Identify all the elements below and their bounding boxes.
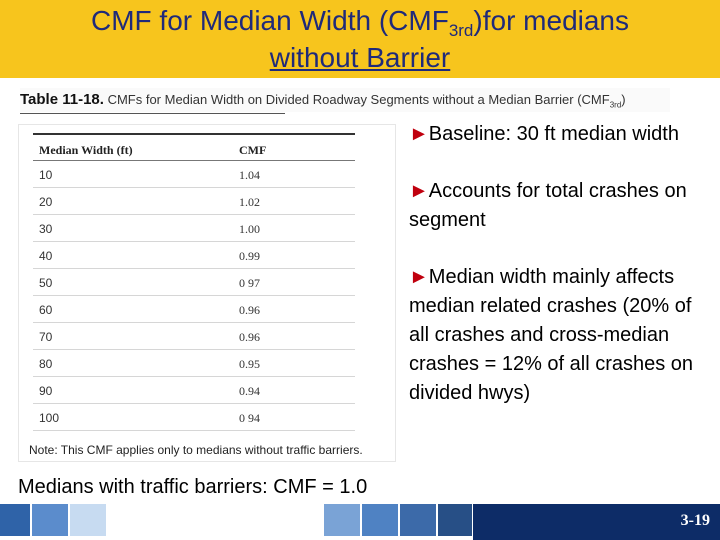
table-row: 100 0 94 xyxy=(33,404,355,431)
header-median-width: Median Width (ft) xyxy=(39,143,133,157)
bullet-list: ►Baseline: 30 ft median width ►Accounts … xyxy=(409,120,709,436)
barrier-note: Medians with traffic barriers: CMF = 1.0 xyxy=(18,476,368,498)
cell-cmf: 0.96 xyxy=(239,330,260,344)
cell-median-width: 80 xyxy=(39,357,53,371)
table-caption: Table 11-18. CMFs for Median Width on Di… xyxy=(20,88,670,112)
table-row: 30 1.00 xyxy=(33,215,355,242)
cell-cmf: 1.04 xyxy=(239,168,260,182)
cell-median-width: 90 xyxy=(39,384,53,398)
bullet-baseline: ►Baseline: 30 ft median width xyxy=(409,123,679,145)
decor-block xyxy=(324,504,360,536)
slide-title-line2: without Barrier xyxy=(269,42,451,73)
cell-cmf: 1.00 xyxy=(239,222,260,236)
decor-block xyxy=(362,504,398,536)
cmf-table: Median Width (ft) CMF 10 1.04 20 1.02 30 1.00… xyxy=(18,124,396,462)
cell-cmf: 0.95 xyxy=(239,357,260,371)
cell-median-width: 50 xyxy=(39,276,53,290)
title-bar: CMF for Median Width (CMF3rd)for medians… xyxy=(0,0,720,78)
slide-title-line1: CMF for Median Width (CMF3rd)for medians xyxy=(90,5,630,40)
table-row: 70 0.96 xyxy=(33,323,355,350)
decor-block xyxy=(0,504,30,536)
cell-cmf: 0.96 xyxy=(239,303,260,317)
table-row: 20 1.02 xyxy=(33,188,355,215)
decor-block xyxy=(400,504,436,536)
bullet-median-related: ►Median width mainly affects median rela… xyxy=(409,266,694,404)
cell-median-width: 70 xyxy=(39,330,53,344)
decor-block xyxy=(438,504,472,536)
cell-median-width: 100 xyxy=(39,411,60,425)
cell-cmf: 0 97 xyxy=(239,276,260,290)
caption-rule xyxy=(20,113,285,114)
table-row: 40 0.99 xyxy=(33,242,355,269)
cell-cmf: 0.94 xyxy=(239,384,260,398)
cell-median-width: 20 xyxy=(39,195,53,209)
cell-median-width: 40 xyxy=(39,249,53,263)
bullet-total-crashes: ►Accounts for total crashes on segment xyxy=(409,180,687,231)
cell-median-width: 60 xyxy=(39,303,53,317)
title-subscript: 3rd xyxy=(448,21,474,40)
cell-cmf: 0.99 xyxy=(239,249,260,263)
decor-block xyxy=(32,504,68,536)
table-caption-label: Table 11-18. xyxy=(20,91,104,108)
table-row: 80 0.95 xyxy=(33,350,355,377)
table-header: Median Width (ft) CMF xyxy=(33,133,355,161)
table-note: Note: This CMF applies only to medians w… xyxy=(29,443,363,457)
decor-block xyxy=(70,504,106,536)
cell-median-width: 10 xyxy=(39,168,53,182)
cell-median-width: 30 xyxy=(39,222,53,236)
table-row: 10 1.04 xyxy=(33,161,355,188)
table-row: 60 0.96 xyxy=(33,296,355,323)
table-row: 90 0.94 xyxy=(33,377,355,404)
cell-cmf: 1.02 xyxy=(239,195,260,209)
header-cmf: CMF xyxy=(239,143,267,157)
page-number: 3-19 xyxy=(473,504,720,540)
table-row: 50 0 97 xyxy=(33,269,355,296)
cell-cmf: 0 94 xyxy=(239,411,260,425)
